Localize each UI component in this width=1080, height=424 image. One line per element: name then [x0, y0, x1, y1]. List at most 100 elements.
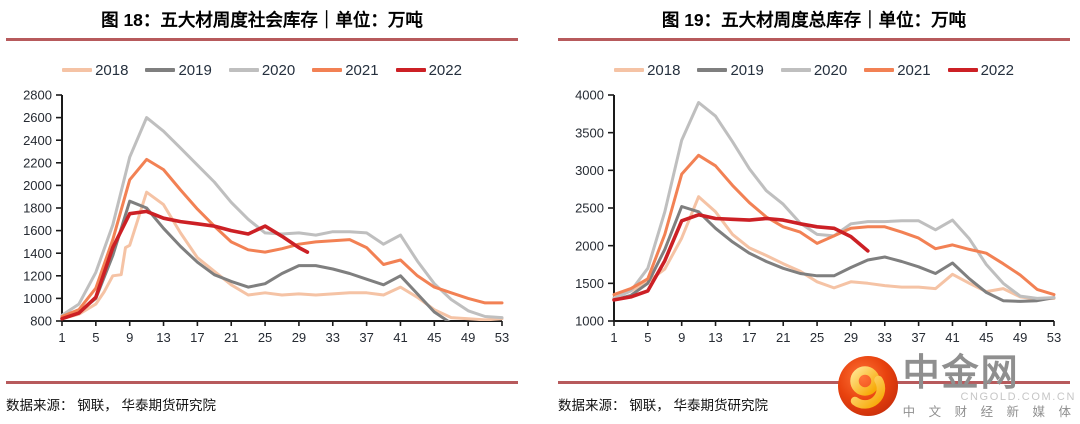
series-line-2018 [60, 190, 504, 321]
chart-title-social: 图 18：五大材周度社会库存｜单位：万吨 [101, 10, 423, 30]
svg-text:800: 800 [30, 314, 52, 329]
legend-item-2018: 2018 [62, 62, 128, 79]
series-line-2022 [60, 209, 310, 321]
svg-text:9: 9 [678, 330, 685, 345]
svg-text:1000: 1000 [23, 291, 52, 306]
svg-text:37: 37 [359, 330, 373, 345]
cngold-logo: 中金网 CNGOLD.COM.CN 中 文 财 经 新 媒 体 [836, 354, 1076, 419]
legend-swatch-2020 [780, 68, 811, 72]
svg-text:33: 33 [878, 330, 892, 345]
svg-text:5: 5 [644, 330, 651, 345]
svg-text:49: 49 [1013, 330, 1027, 345]
svg-text:1800: 1800 [23, 201, 52, 216]
svg-text:13: 13 [156, 330, 170, 345]
svg-text:1500: 1500 [575, 276, 604, 291]
legend-total: 2018 2019 2020 2021 2022 [558, 59, 1070, 81]
title-rule [558, 38, 1070, 41]
svg-text:25: 25 [810, 330, 824, 345]
svg-text:3000: 3000 [575, 163, 604, 178]
legend-item-2018: 2018 [614, 62, 680, 79]
svg-text:1: 1 [610, 330, 617, 345]
svg-text:2500: 2500 [575, 201, 604, 216]
series-line-2021 [612, 153, 1056, 297]
svg-text:4000: 4000 [575, 88, 604, 103]
line-chart-social-inventory: 800 1000 1200 1400 1600 1800 2000 2200 2400 2600 2… [23, 88, 509, 345]
legend-swatch-2022 [947, 68, 978, 72]
svg-text:3500: 3500 [575, 125, 604, 140]
title-rule [6, 38, 518, 41]
legend-swatch-2022 [395, 68, 426, 72]
series-line-2020 [60, 116, 504, 320]
svg-text:1000: 1000 [575, 314, 604, 329]
svg-text:37: 37 [911, 330, 925, 345]
legend-item-2020: 2020 [780, 61, 848, 79]
svg-text:21: 21 [776, 330, 790, 345]
series-line-2022 [612, 213, 870, 302]
legend-swatch-2021 [312, 68, 343, 72]
legend-item-2022: 2022 [947, 61, 1014, 79]
legend-item-2021: 2021 [312, 61, 379, 79]
chart-panel-total-inventory: 图 19：五大材周度总库存｜单位：万吨 2018 2019 2020 2021 2022… [540, 0, 1080, 424]
legend-label-2018: 2018 [647, 61, 681, 79]
legend-swatch-2019 [697, 68, 728, 72]
legend-label-2020: 2020 [813, 61, 848, 79]
data-source-social: 数据来源： 钢联， 华泰期货研究院 [6, 397, 217, 413]
legend-label-2022: 2022 [428, 61, 462, 79]
svg-text:29: 29 [844, 330, 858, 345]
svg-text:2200: 2200 [23, 155, 52, 170]
series-line-2021 [60, 157, 504, 318]
cngold-logo-icon [837, 355, 898, 416]
legend-item-2019: 2019 [145, 62, 212, 79]
legend-label-2020: 2020 [261, 61, 296, 79]
series-line-2019 [612, 205, 1056, 303]
legend-label-2021: 2021 [345, 61, 379, 79]
series-line-2019 [60, 199, 451, 321]
legend-item-2020: 2020 [228, 61, 296, 79]
legend-swatch-2019 [145, 68, 176, 72]
svg-text:25: 25 [258, 330, 272, 345]
svg-text:53: 53 [1047, 330, 1061, 345]
data-source-total: 数据来源： 钢联， 华泰期货研究院 [558, 397, 769, 413]
chart-panel-social-inventory: 图 18：五大材周度社会库存｜单位：万吨 2018 2019 2020 2021 202… [6, 10, 518, 413]
svg-text:1600: 1600 [23, 223, 52, 238]
svg-text:5: 5 [92, 330, 99, 345]
legend-label-2022: 2022 [980, 61, 1014, 79]
cngold-logo-text: 中金网 CNGOLD.COM.CN 中 文 财 经 新 媒 体 [903, 354, 1076, 419]
legend-label-2018: 2018 [95, 61, 129, 79]
svg-text:33: 33 [326, 330, 340, 345]
svg-text:1: 1 [58, 330, 65, 345]
svg-text:21: 21 [224, 330, 238, 345]
legend-social: 2018 2019 2020 2021 2022 [6, 59, 518, 81]
bottom-rule [558, 381, 1070, 384]
svg-text:41: 41 [945, 330, 959, 345]
cngold-logo-name: 中金网 [902, 351, 1020, 393]
svg-text:1200: 1200 [23, 268, 52, 283]
svg-text:17: 17 [742, 330, 756, 345]
legend-label-2021: 2021 [897, 61, 931, 79]
cngold-logo-tagline: 中 文 财 经 新 媒 体 [902, 404, 1076, 419]
svg-text:45: 45 [427, 330, 441, 345]
legend-item-2022: 2022 [395, 61, 462, 79]
svg-text:2800: 2800 [23, 88, 52, 103]
svg-text:41: 41 [393, 330, 407, 345]
svg-text:13: 13 [708, 330, 722, 345]
legend-swatch-2018 [62, 68, 93, 72]
legend-swatch-2018 [614, 68, 645, 72]
line-chart-total-inventory: 1000 1500 2000 2500 3000 3500 4000 1 5 9 13 17 21 25 2… [575, 88, 1061, 345]
svg-text:53: 53 [495, 330, 509, 345]
svg-text:2000: 2000 [23, 178, 52, 193]
legend-item-2019: 2019 [697, 61, 764, 79]
svg-text:2600: 2600 [23, 110, 52, 125]
svg-text:49: 49 [461, 330, 475, 345]
legend-item-2021: 2021 [864, 61, 931, 79]
svg-text:29: 29 [292, 330, 306, 345]
chart-title-total: 图 19：五大材周度总库存｜单位：万吨 [661, 10, 967, 30]
svg-text:45: 45 [979, 330, 993, 345]
svg-text:2000: 2000 [575, 238, 604, 253]
legend-swatch-2021 [864, 68, 895, 72]
svg-text:17: 17 [190, 330, 204, 345]
svg-text:9: 9 [126, 330, 133, 345]
svg-text:1400: 1400 [23, 246, 52, 261]
legend-label-2019: 2019 [730, 61, 764, 79]
